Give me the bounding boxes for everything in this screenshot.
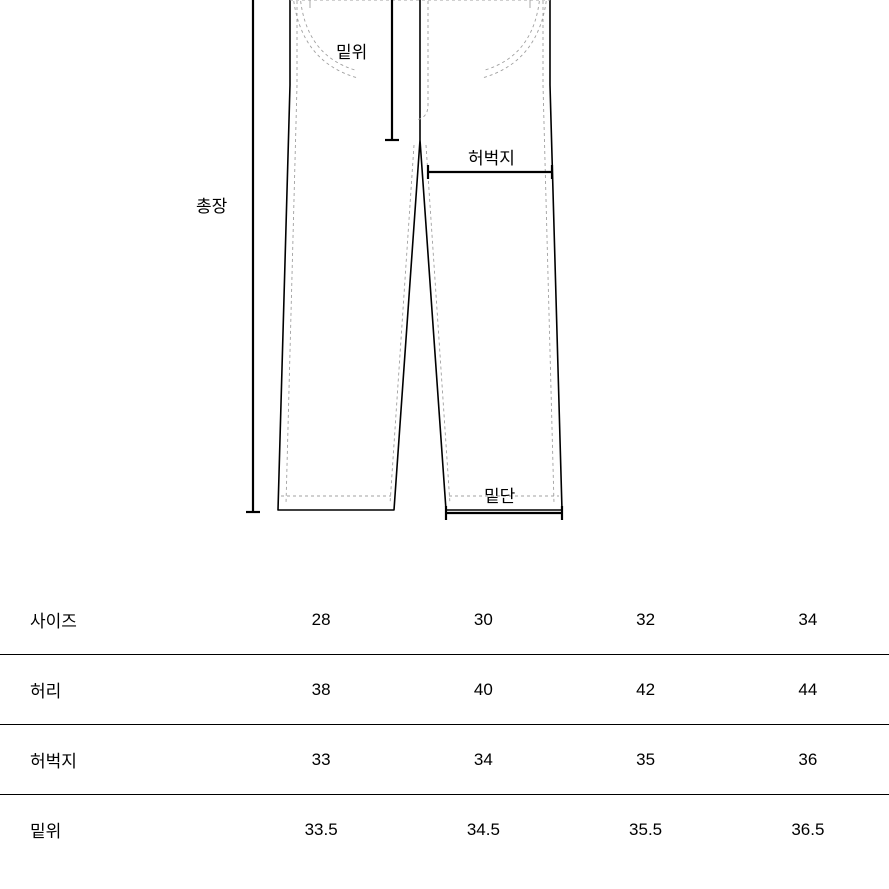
- table-row: 허벅지 33 34 35 36: [0, 725, 889, 795]
- label-rise: 밑위: [336, 38, 367, 63]
- cell: 34: [402, 725, 564, 795]
- header-size-34: 34: [727, 585, 889, 655]
- table-header-row: 사이즈 28 30 32 34: [0, 585, 889, 655]
- cell: 33.5: [240, 795, 402, 865]
- cell: 36: [727, 725, 889, 795]
- header-size-28: 28: [240, 585, 402, 655]
- header-size-label: 사이즈: [0, 585, 240, 655]
- cell: 42: [564, 655, 726, 725]
- cell: 36.5: [727, 795, 889, 865]
- label-hem: 밑단: [484, 482, 515, 507]
- label-total-length: 총장: [196, 192, 227, 217]
- header-size-30: 30: [402, 585, 564, 655]
- pants-diagram: 총장 밑위 허벅지 밑단: [0, 0, 889, 560]
- cell: 33: [240, 725, 402, 795]
- row-rise-label: 밑위: [0, 795, 240, 865]
- size-table-wrapper: 사이즈 28 30 32 34 허리 38 40 42 44 허벅지 33 34…: [0, 585, 889, 864]
- page-root: 총장 밑위 허벅지 밑단 사이즈 28 30 32 34 허리 38 40 42…: [0, 0, 889, 889]
- cell: 38: [240, 655, 402, 725]
- cell: 35: [564, 725, 726, 795]
- cell: 40: [402, 655, 564, 725]
- cell: 44: [727, 655, 889, 725]
- row-thigh-label: 허벅지: [0, 725, 240, 795]
- label-thigh: 허벅지: [468, 144, 515, 169]
- cell: 34.5: [402, 795, 564, 865]
- header-size-32: 32: [564, 585, 726, 655]
- cell: 35.5: [564, 795, 726, 865]
- table-row: 허리 38 40 42 44: [0, 655, 889, 725]
- table-row: 밑위 33.5 34.5 35.5 36.5: [0, 795, 889, 865]
- row-waist-label: 허리: [0, 655, 240, 725]
- size-table: 사이즈 28 30 32 34 허리 38 40 42 44 허벅지 33 34…: [0, 585, 889, 864]
